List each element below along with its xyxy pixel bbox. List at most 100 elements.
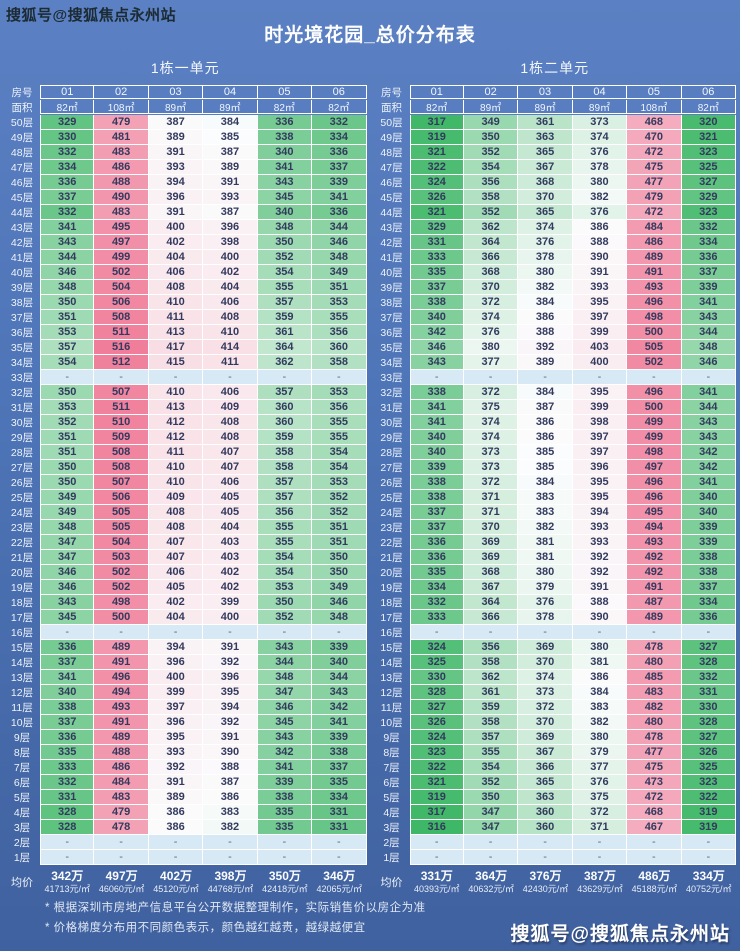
price-cell: 355: [257, 520, 313, 535]
price-cell: 347: [40, 550, 95, 565]
price-cell: 408: [148, 520, 204, 535]
price-cell: 343: [40, 595, 95, 610]
floor-label: 18层: [380, 597, 403, 609]
price-cell: 340: [681, 490, 736, 505]
price-cell: 347: [257, 685, 313, 700]
price-cell: 486: [94, 760, 149, 775]
empty-cell: -: [681, 850, 736, 865]
price-cell: 397: [572, 430, 628, 445]
average-cell: 497万 46060元/㎡: [94, 867, 148, 897]
area-cell: 82㎡: [409, 100, 464, 114]
price-cell: 361: [257, 325, 313, 340]
empty-cell: -: [40, 625, 95, 640]
price-cell: 366: [463, 250, 519, 265]
price-cell: 478: [627, 730, 682, 745]
price-cell: 372: [572, 805, 628, 820]
price-cell: 323: [681, 775, 736, 790]
floor-label: 45层: [380, 192, 403, 204]
floor-label: 44层: [10, 207, 34, 219]
price-cell: 499: [627, 415, 682, 430]
price-cell: 506: [94, 490, 149, 505]
price-cell: 506: [94, 295, 149, 310]
floor-label: 41层: [10, 252, 34, 264]
price-cell: 353: [312, 385, 367, 400]
price-cell: 328: [681, 715, 736, 730]
price-cell: 373: [463, 445, 519, 460]
price-cell: 489: [94, 640, 149, 655]
average-cell: 398万 44768元/㎡: [203, 867, 257, 897]
price-cell: 402: [203, 580, 258, 595]
price-cell: 343: [40, 235, 95, 250]
price-cell: 486: [627, 235, 682, 250]
price-cell: 384: [518, 475, 573, 490]
price-cell: 334: [409, 580, 464, 595]
price-cell: 346: [40, 565, 95, 580]
price-cell: 484: [94, 775, 149, 790]
price-cell: 353: [312, 475, 367, 490]
price-cell: 502: [94, 265, 149, 280]
floor-label: 12层: [10, 687, 34, 699]
price-cell: 404: [203, 280, 258, 295]
empty-cell: -: [627, 850, 682, 865]
price-cell: 399: [203, 595, 258, 610]
price-cell: 345: [257, 715, 313, 730]
price-cell: 367: [518, 160, 573, 175]
price-cell: 380: [518, 565, 573, 580]
average-cell: 334万 40752元/㎡: [682, 867, 736, 897]
price-cell: 507: [94, 475, 149, 490]
price-cell: 480: [627, 655, 682, 670]
price-cell: 375: [572, 790, 628, 805]
empty-cell: -: [627, 370, 682, 385]
column-header-06: 06: [681, 85, 736, 99]
price-cell: 487: [627, 595, 682, 610]
price-cell: 346: [681, 355, 736, 370]
average-cell: 376万 42430元/㎡: [518, 867, 572, 897]
floor-label: 10层: [10, 717, 34, 729]
price-cell: 355: [312, 310, 367, 325]
price-cell: 468: [627, 805, 682, 820]
area-cell: 82㎡: [40, 100, 95, 114]
price-cell: 496: [627, 295, 682, 310]
floor-label: 24层: [380, 507, 403, 519]
price-cell: 352: [463, 145, 519, 160]
price-cell: 374: [518, 220, 573, 235]
floor-label: 46层: [10, 177, 34, 189]
price-cell: 348: [257, 220, 313, 235]
price-cell: 331: [40, 790, 95, 805]
area-header-label: 面积: [381, 102, 402, 114]
price-cell: 385: [518, 460, 573, 475]
price-cell: 384: [572, 685, 628, 700]
column-header-02: 02: [94, 85, 149, 99]
average-unit-price: 45188元/㎡: [631, 883, 678, 894]
price-cell: 323: [681, 205, 736, 220]
price-cell: 321: [681, 130, 736, 145]
price-cell: 344: [681, 400, 736, 415]
price-cell: 364: [463, 595, 519, 610]
floor-label: 50层: [10, 117, 34, 129]
price-cell: 321: [409, 145, 464, 160]
price-cell: 481: [94, 130, 149, 145]
floor-label: 28层: [380, 447, 403, 459]
price-cell: 391: [572, 580, 628, 595]
average-cell: 486万 45188元/㎡: [627, 867, 681, 897]
price-cell: 358: [312, 355, 367, 370]
floor-label: 31层: [10, 402, 34, 414]
price-cell: 372: [463, 475, 519, 490]
floor-label: 5层: [13, 792, 31, 804]
price-cell: 413: [148, 400, 204, 415]
average-total-price: 387万: [583, 868, 616, 883]
price-cell: 410: [148, 295, 204, 310]
empty-cell: -: [40, 835, 95, 850]
price-cell: 410: [148, 475, 204, 490]
price-cell: 346: [312, 235, 367, 250]
price-cell: 348: [40, 280, 95, 295]
empty-cell: -: [681, 370, 736, 385]
area-cell: 82㎡: [312, 100, 367, 114]
floor-label: 39层: [380, 282, 403, 294]
price-cell: 390: [203, 745, 258, 760]
price-cell: 400: [572, 355, 628, 370]
room-header-label: 房号: [381, 87, 402, 99]
average-total-price: 398万: [214, 868, 247, 883]
price-cell: 499: [627, 430, 682, 445]
price-cell: 391: [148, 145, 204, 160]
